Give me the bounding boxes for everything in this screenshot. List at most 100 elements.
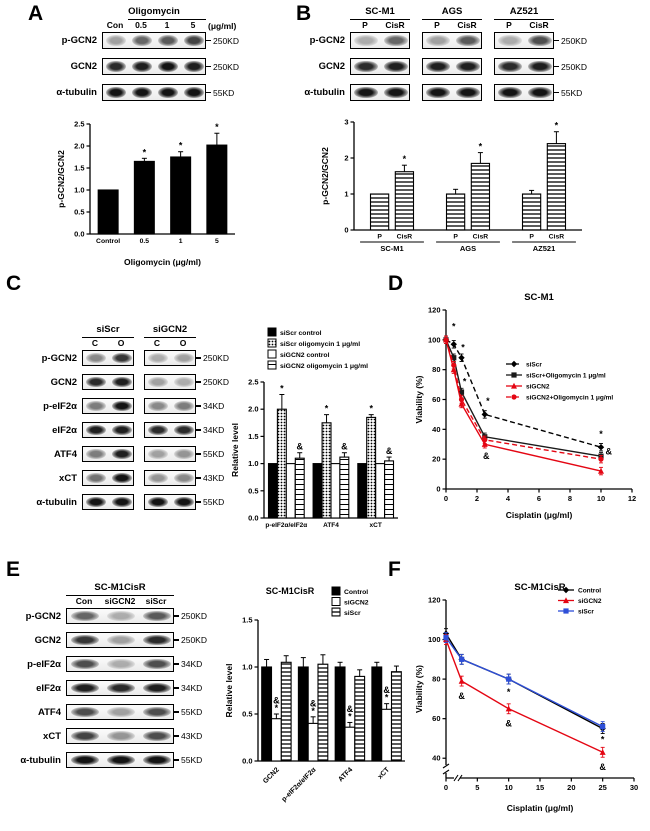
point-marker [505,705,512,712]
mw-marker-text: 55KD [203,497,225,507]
sig-marker: * [280,384,284,394]
blot-band [70,683,100,693]
x-tick-label: P [377,234,382,241]
sig-marker: * [348,711,352,721]
blot-band [85,449,107,459]
marker-tick [196,429,201,431]
blot-group-header-text: siScr [96,324,120,335]
blot-group-header-text: siGCN2 [152,324,188,335]
legend-label: siScr+Oligomycin 1 μg/ml [526,373,606,380]
blot-band [183,87,205,98]
lane-label: 0.5 [135,20,147,30]
point-marker [598,467,604,474]
blot-band [528,35,552,46]
b-cell [381,59,409,74]
blot-band [157,35,179,46]
b-cell [423,59,453,74]
blot-box [494,58,554,75]
mw-marker: 250KD [554,62,604,72]
blot-box [102,32,206,49]
b-lanes: P CisR [494,20,554,30]
bar [206,144,228,235]
b-cell [83,375,109,389]
point-marker [481,411,488,418]
protein-label: p-eIF2α [43,400,77,412]
blot-box [82,470,134,486]
blot-band [85,377,107,387]
panel-d-label: D [388,272,404,295]
b-cell [103,729,139,743]
blot-band [106,611,136,621]
blot-box [66,704,174,720]
x-tick-label: 5 [215,238,219,245]
mw-marker-text: 34KD [181,683,203,693]
blot-band [70,635,100,645]
b-cell [103,753,139,767]
lane-label: P [362,20,368,30]
blot-box [422,32,482,49]
blot-band [85,425,107,435]
blot-band [183,61,205,72]
blot-band [426,61,450,72]
x-tick-label: 0 [444,494,448,503]
sig-marker: * [215,122,219,132]
b-cell [171,495,195,509]
blot-band [105,61,127,72]
x-tick-label: 0.5 [140,238,150,245]
legend-swatch [267,349,277,359]
x-tick-label: xCT [370,522,382,529]
mw-marker: 250KD [196,353,242,363]
b-cell [103,59,129,74]
blot-header-row: SC-M1 AGS AZ521 [302,6,604,20]
protein-label: xCT [43,730,61,742]
bar [521,193,542,231]
b-cell [453,59,481,74]
bar [307,722,319,762]
mw-marker-text: 250KD [561,61,587,72]
bar [381,708,393,762]
bar [312,463,323,519]
point-marker [458,396,465,403]
b-cell [103,705,139,719]
b-cell [145,471,171,485]
lane-label: siGCN2 [104,596,136,606]
b-cell [145,399,171,413]
sig-marker: * [275,703,279,713]
marker-tick [206,65,211,68]
b-cell [83,399,109,413]
blot-lane-row: Con siGCN2 siScr [14,596,224,608]
blot-row: α-tubulin 55KD [14,752,224,768]
blot-band [131,35,153,46]
blot-row: xCT 43KD [14,728,224,744]
chart-line [442,769,450,775]
bar [321,422,332,519]
sig-marker: * [461,342,465,352]
protein-label: p-GCN2 [25,610,61,622]
b-cell [423,85,453,100]
chart-title: SC-M1 [524,292,554,303]
protein-label: p-GCN2 [61,35,97,46]
x-tick-label: 6 [537,494,541,503]
b-cell [495,85,525,100]
blot-band [70,659,100,669]
blot-box [82,374,134,390]
protein-label: GCN2 [70,61,97,72]
lane-label: siScr [145,596,167,606]
bar [546,143,567,231]
panel-f-label: F [388,558,401,581]
marker-tick [174,735,179,737]
blot-band [456,61,480,72]
y-axis-label: p-GCN2/GCN2 [320,147,330,205]
lane-label: CisR [529,20,549,30]
point-marker [482,437,488,443]
blot-group-header: SC-M1CisR [66,582,174,596]
blot-band [147,449,169,459]
b-cell [83,351,109,365]
marker-tick [196,357,201,359]
point-marker [459,656,465,662]
b-cell [525,33,553,48]
blot-band [142,659,172,669]
lane-label: CisR [385,20,405,30]
bar [375,463,386,519]
point-marker [451,355,457,361]
